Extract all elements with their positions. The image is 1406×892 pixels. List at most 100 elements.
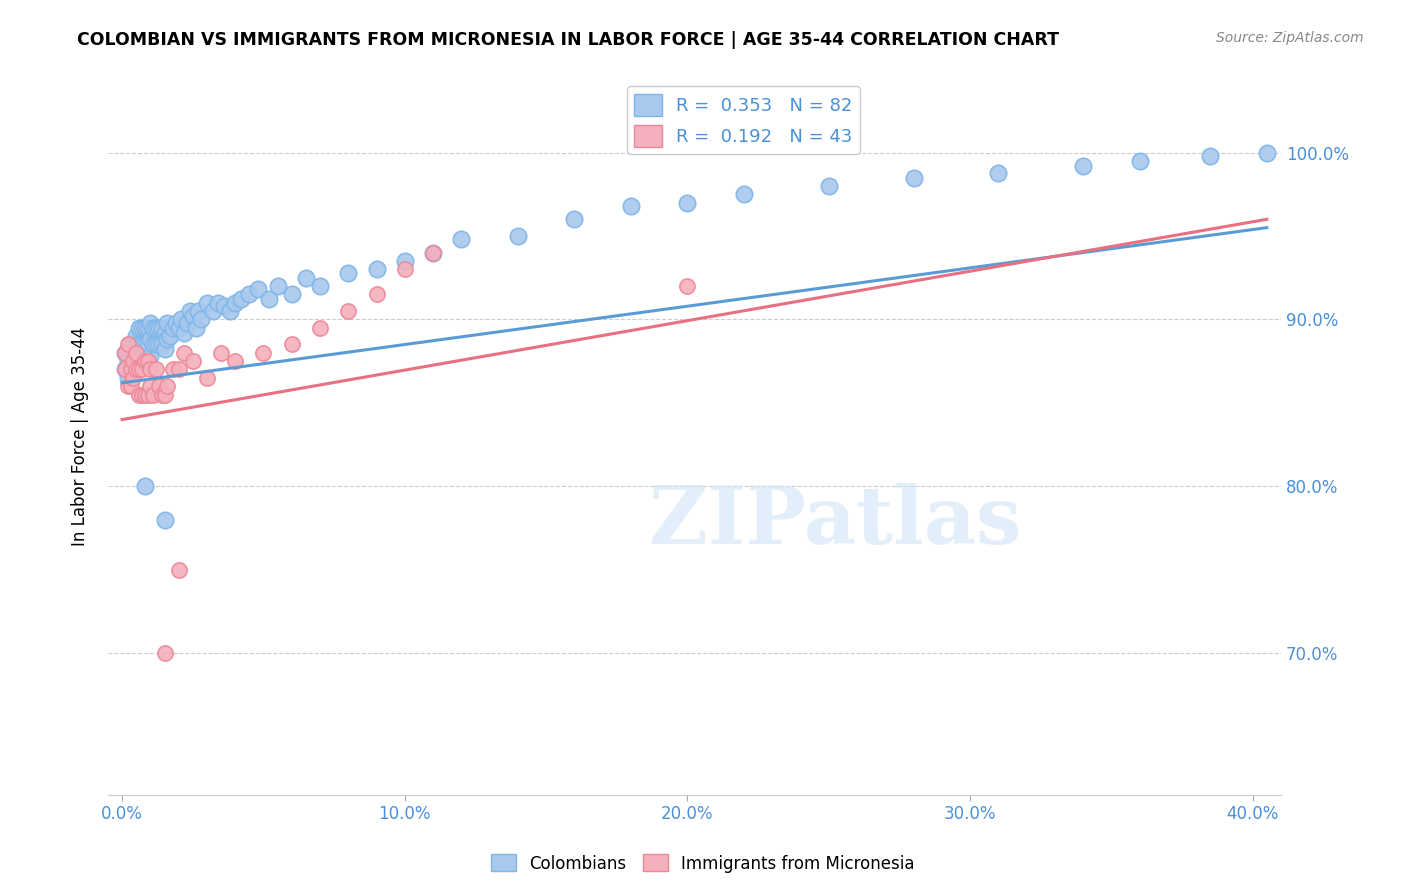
Point [142,320,165,334]
Point [201,304,224,318]
Point [184,320,207,334]
Point [128,320,150,334]
Point [128,354,150,368]
Point [145,320,167,334]
Point [120,337,142,351]
Point [817,178,839,193]
Point [195,295,218,310]
Point [167,320,190,334]
Point [246,282,269,296]
Point [125,346,148,360]
Point [120,354,142,368]
Point [195,371,218,385]
Point [148,379,170,393]
Point [366,262,388,277]
Point [295,270,318,285]
Point [122,354,145,368]
Point [120,362,142,376]
Point [224,295,246,310]
Point [117,354,139,368]
Point [114,346,136,360]
Point [142,337,165,351]
Point [159,329,181,343]
Point [139,379,162,393]
Point [145,337,167,351]
Point [139,362,162,376]
Point [142,387,165,401]
Point [181,354,204,368]
Point [156,333,179,347]
Legend: R =  0.353   N = 82, R =  0.192   N = 43: R = 0.353 N = 82, R = 0.192 N = 43 [627,87,859,154]
Point [173,346,195,360]
Point [167,563,190,577]
Point [257,293,280,307]
Point [153,513,176,527]
Point [125,362,148,376]
Point [337,266,360,280]
Point [136,354,159,368]
Point [676,279,699,293]
Point [136,387,159,401]
Point [139,316,162,330]
Point [162,320,184,334]
Point [125,329,148,343]
Point [150,387,173,401]
Point [134,387,156,401]
Point [122,354,145,368]
Point [153,646,176,660]
Point [136,337,159,351]
Point [218,304,240,318]
Point [131,362,153,376]
Point [148,320,170,334]
Point [134,354,156,368]
Point [134,320,156,334]
Point [153,343,176,357]
Point [229,293,252,307]
Point [165,316,187,330]
Point [209,346,232,360]
Point [179,304,201,318]
Point [207,295,229,310]
Point [1071,159,1094,173]
Point [238,287,260,301]
Point [117,371,139,385]
Point [114,346,136,360]
Point [309,320,332,334]
Point [114,362,136,376]
Point [131,354,153,368]
Point [148,337,170,351]
Point [181,309,204,323]
Text: COLOMBIAN VS IMMIGRANTS FROM MICRONESIA IN LABOR FORCE | AGE 35-44 CORRELATION C: COLOMBIAN VS IMMIGRANTS FROM MICRONESIA … [77,31,1059,49]
Point [150,320,173,334]
Point [156,316,179,330]
Point [156,379,179,393]
Point [134,354,156,368]
Point [114,362,136,376]
Point [422,245,444,260]
Point [176,316,198,330]
Point [128,362,150,376]
Point [309,279,332,293]
Point [128,337,150,351]
Point [131,337,153,351]
Point [125,346,148,360]
Point [266,279,288,293]
Point [150,337,173,351]
Point [134,337,156,351]
Point [280,337,302,351]
Point [366,287,388,301]
Point [139,349,162,363]
Point [1129,153,1152,168]
Point [128,387,150,401]
Point [117,337,139,351]
Point [422,245,444,260]
Point [1199,149,1222,163]
Point [136,320,159,334]
Point [153,326,176,340]
Point [173,326,195,340]
Point [224,354,246,368]
Point [117,379,139,393]
Point [394,254,416,268]
Point [564,212,586,227]
Point [162,362,184,376]
